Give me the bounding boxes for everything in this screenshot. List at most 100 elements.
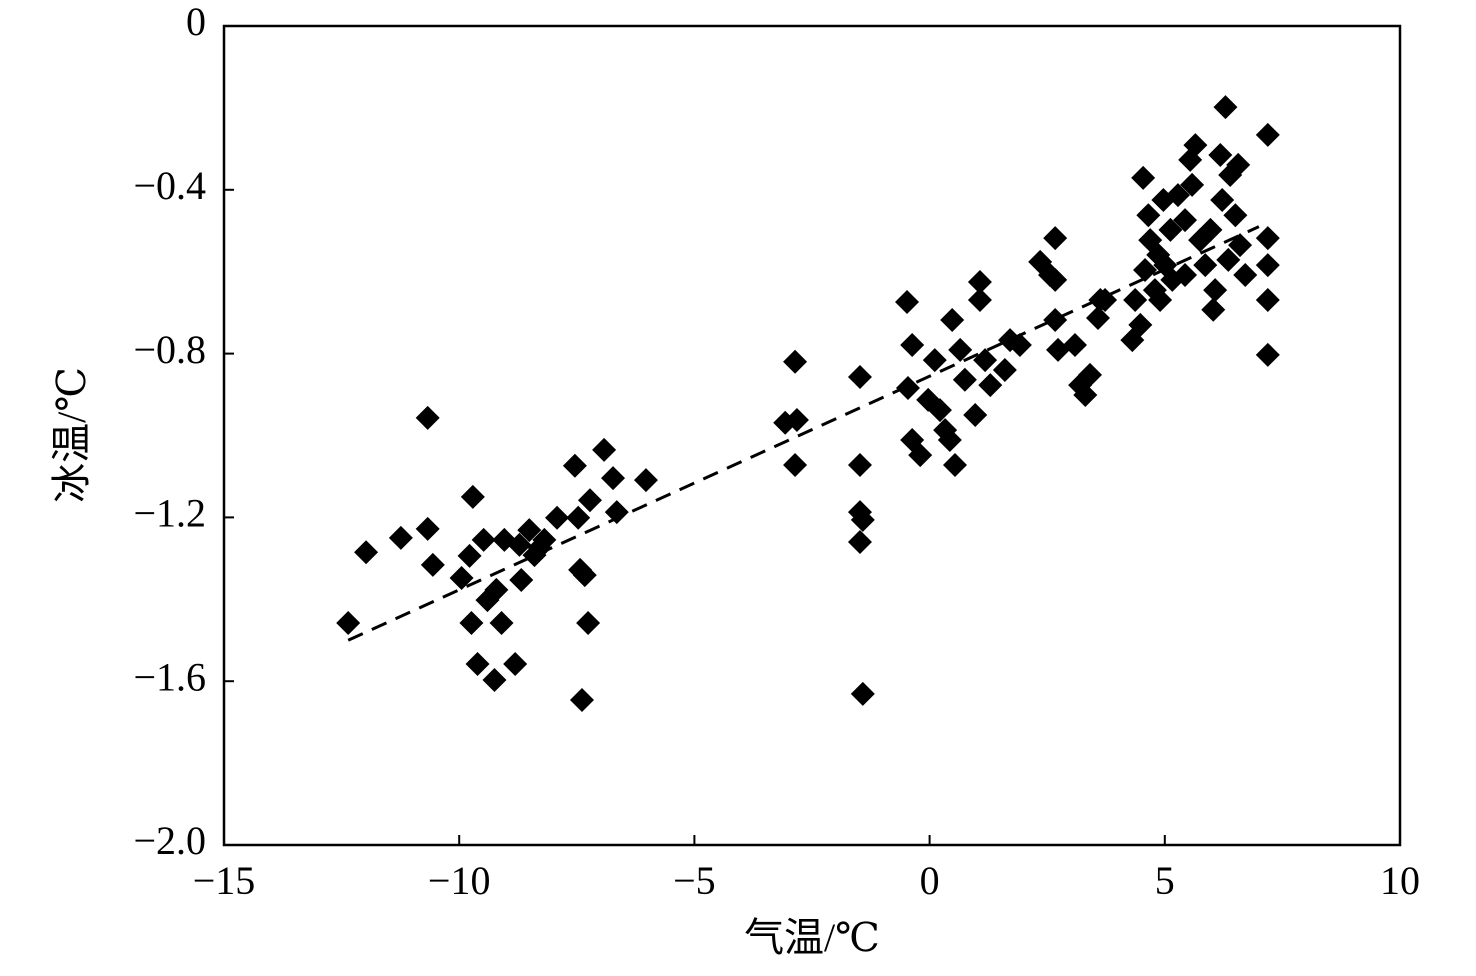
scatter-point [1226, 152, 1251, 177]
scatter-point [569, 688, 594, 713]
y-tick-label: −2.0 [133, 818, 206, 863]
x-tick-label: 5 [1155, 858, 1175, 903]
scatter-point [1255, 342, 1280, 367]
scatter-point [592, 437, 617, 462]
scatter-point [952, 367, 977, 392]
scatter-point [1203, 278, 1228, 303]
scatter-point [908, 443, 933, 468]
scatter-point [484, 577, 509, 602]
scatter-point [967, 269, 992, 294]
y-tick-label: −0.4 [133, 163, 206, 208]
scatter-point [948, 337, 973, 362]
scatter-point [388, 525, 413, 550]
scatter-point [503, 652, 528, 677]
scatter-point [992, 357, 1017, 382]
scatter-point [963, 403, 988, 428]
scatter-point [1201, 297, 1226, 322]
scatter-point [922, 348, 947, 373]
scatter-point [1046, 337, 1071, 362]
scatter-point [895, 375, 920, 400]
scatter-point [562, 453, 587, 478]
y-tick-label: −1.6 [133, 654, 206, 699]
scatter-point [783, 452, 808, 477]
scatter-point [460, 484, 485, 509]
scatter-point [604, 500, 629, 525]
x-axis-label: 气温/℃ [744, 915, 880, 960]
scatter-point [420, 552, 445, 577]
scatter-point [1213, 95, 1238, 120]
scatter-point [927, 398, 952, 423]
x-tick-label: −15 [193, 858, 256, 903]
scatter-point [900, 333, 925, 358]
scatter-point [576, 611, 601, 636]
scatter-point [967, 287, 992, 312]
y-tick-label: −0.8 [133, 327, 206, 372]
scatter-point [978, 373, 1003, 398]
scatter-point [940, 308, 965, 333]
scatter-point [850, 681, 875, 706]
fit-line [347, 225, 1260, 642]
scatter-point [415, 405, 440, 430]
scatter-point [937, 428, 962, 453]
scatter-point [847, 452, 872, 477]
scatter-point [895, 290, 920, 315]
scatter-point [1136, 203, 1161, 228]
scatter-point [482, 667, 507, 692]
scatter-point [1183, 133, 1208, 158]
scatter-point [489, 611, 514, 636]
x-tick-label: −5 [673, 858, 716, 903]
scatter-point [449, 566, 474, 591]
scatter-point [1131, 165, 1156, 190]
x-tick-label: −10 [428, 858, 491, 903]
scatter-point [1073, 382, 1098, 407]
scatter-point [1062, 333, 1087, 358]
scatter-point [1123, 287, 1148, 312]
scatter-point [1043, 308, 1068, 333]
scatter-point [1086, 305, 1111, 330]
scatter-point [784, 407, 809, 432]
y-tick-label: 0 [186, 0, 206, 44]
scatter-point [1255, 122, 1280, 147]
scatter-point [1208, 142, 1233, 167]
scatter-point [1223, 203, 1248, 228]
scatter-point [457, 543, 482, 568]
scatter-point [1210, 188, 1235, 213]
scatter-point [1255, 226, 1280, 251]
scatter-point [1255, 287, 1280, 312]
scatter-point [847, 529, 872, 554]
scatter-point [507, 532, 532, 557]
scatter-point [847, 364, 872, 389]
scatter-point [1233, 262, 1258, 287]
scatter-point [633, 468, 658, 493]
scatter-point [1173, 262, 1198, 287]
scatter-point [1255, 253, 1280, 278]
scatter-point [783, 349, 808, 374]
scatter-point [973, 348, 998, 373]
scatter-point [527, 535, 552, 560]
scatter-point [1193, 253, 1218, 278]
y-axis-label: 冰温/℃ [49, 367, 94, 503]
scatter-point [1158, 217, 1183, 242]
scatter-point [336, 611, 361, 636]
scatter-point [415, 516, 440, 541]
scatter-point [545, 505, 570, 530]
scatter-point [1216, 247, 1241, 272]
scatter-point [850, 507, 875, 532]
scatter-point [1180, 172, 1205, 197]
scatter-point [1043, 226, 1068, 251]
scatter-point [577, 488, 602, 513]
scatter-point [566, 505, 591, 530]
scatter-point [354, 540, 379, 565]
scatter-point [459, 611, 484, 636]
x-tick-label: 0 [920, 858, 940, 903]
scatter-point [471, 527, 496, 552]
scatter-point [1173, 208, 1198, 233]
scatter-point [1165, 183, 1190, 208]
scatter-point [1148, 287, 1173, 312]
scatter-point [1198, 217, 1223, 242]
scatter-point [509, 568, 534, 593]
scatter-point [465, 652, 490, 677]
scatter-point [943, 452, 968, 477]
plot-frame [222, 24, 1402, 847]
scatter-point [517, 518, 542, 543]
